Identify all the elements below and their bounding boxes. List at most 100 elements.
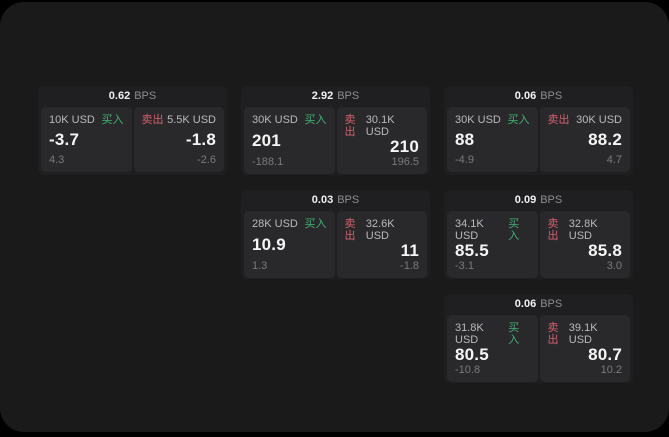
sell-delta: 10.2 [600,364,622,376]
quote-grid: 0.62 BPS 10K USD 买入 -3.7 4.3 卖出 5.5K USD… [38,86,633,383]
buy-tag: 买入 [304,218,327,230]
buy-price: 85.5 [455,241,489,260]
sell-panel[interactable]: 卖出 30K USD 88.2 4.7 [539,107,630,172]
sell-tag: 卖出 [547,114,570,126]
sell-price: 210 [390,137,419,156]
sell-delta: -2.6 [197,154,216,166]
sell-price: 11 [400,241,419,260]
buy-tag: 买入 [507,114,530,126]
sell-amount: 39.1K USD [568,322,598,346]
sell-price: -1.8 [185,130,216,149]
buy-price: 201 [252,131,281,150]
quote-card: 0.62 BPS 10K USD 买入 -3.7 4.3 卖出 5.5K USD… [38,86,227,175]
buy-delta: -10.8 [455,364,481,376]
buy-panel-top: 30K USD 买入 [252,114,327,126]
quote-card-body: 30K USD 买入 201 -188.1 卖出 30.1K USD 210 1… [241,107,430,177]
sell-tag: 卖出 [344,218,356,242]
buy-price: 80.5 [455,345,489,364]
buy-tag: 买入 [304,114,327,126]
sell-tag: 卖出 [141,114,164,126]
buy-panel[interactable]: 30K USD 买入 88 -4.9 [447,107,538,172]
sell-delta: 196.5 [391,156,419,168]
buy-price: -3.7 [49,130,80,149]
quote-card: 0.03 BPS 28K USD 买入 10.9 1.3 卖出 32.6K US… [241,190,430,279]
sell-panel-top: 卖出 32.6K USD [345,218,420,242]
bps-header: 0.03 BPS [241,190,430,211]
bps-value: 0.03 [311,194,334,206]
sell-tag: 卖出 [547,218,559,242]
quote-card-body: 10K USD 买入 -3.7 4.3 卖出 5.5K USD -1.8 -2.… [38,107,227,175]
quote-card-body: 34.1K USD 买入 85.5 -3.1 卖出 32.8K USD 85.8… [444,211,633,281]
sell-tag: 卖出 [547,322,559,346]
sell-amount: 30.1K USD [365,114,395,138]
buy-panel-top: 10K USD 买入 [49,114,124,126]
sell-price: 88.2 [588,130,622,149]
buy-amount: 31.8K USD [455,322,484,346]
quote-card: 2.92 BPS 30K USD 买入 201 -188.1 卖出 30.1K … [241,86,430,175]
sell-panel-top: 卖出 30K USD [548,114,623,126]
bps-header: 0.62 BPS [38,86,227,107]
buy-delta: 4.3 [49,154,65,166]
buy-tag: 买入 [508,322,520,346]
sell-panel-top: 卖出 32.8K USD [548,218,623,242]
quote-card-body: 30K USD 买入 88 -4.9 卖出 30K USD 88.2 4.7 [444,107,633,175]
buy-delta: -188.1 [252,156,284,168]
bps-value: 0.62 [108,90,131,102]
sell-price: 80.7 [588,345,622,364]
buy-price: 10.9 [252,235,286,254]
buy-panel-top: 31.8K USD 买入 [455,322,530,346]
buy-price: 88 [455,130,475,149]
buy-panel-top: 28K USD 买入 [252,218,327,230]
buy-panel[interactable]: 31.8K USD 买入 80.5 -10.8 [447,315,538,382]
sell-delta: -1.8 [400,260,419,272]
buy-delta: -4.9 [455,154,474,166]
sell-amount: 30K USD [576,114,622,126]
buy-delta: -3.1 [455,260,474,272]
buy-panel[interactable]: 28K USD 买入 10.9 1.3 [244,211,335,278]
buy-tag: 买入 [101,114,124,126]
buy-amount: 30K USD [455,114,501,126]
buy-amount: 34.1K USD [455,218,484,242]
bps-unit-label: BPS [337,194,360,206]
bps-header: 0.09 BPS [444,190,633,211]
bps-unit-label: BPS [134,90,157,102]
bps-header: 2.92 BPS [241,86,430,107]
buy-tag: 买入 [508,218,520,242]
sell-tag: 卖出 [344,114,356,138]
sell-price: 85.8 [588,241,622,260]
buy-panel-top: 30K USD 买入 [455,114,530,126]
quote-card-body: 28K USD 买入 10.9 1.3 卖出 32.6K USD 11 -1.8 [241,211,430,281]
sell-delta: 4.7 [606,154,622,166]
quote-card: 0.09 BPS 34.1K USD 买入 85.5 -3.1 卖出 32.8K… [444,190,633,279]
sell-panel[interactable]: 卖出 39.1K USD 80.7 10.2 [539,315,630,382]
sell-panel-top: 卖出 39.1K USD [548,322,623,346]
sell-amount: 32.6K USD [365,218,395,242]
bps-value: 0.06 [514,298,537,310]
bps-value: 0.09 [514,194,537,206]
sell-panel-top: 卖出 30.1K USD [345,114,420,138]
sell-panel-top: 卖出 5.5K USD [142,114,217,126]
buy-amount: 30K USD [252,114,298,126]
buy-panel[interactable]: 10K USD 买入 -3.7 4.3 [41,107,132,172]
sell-amount: 5.5K USD [167,114,216,126]
buy-panel[interactable]: 34.1K USD 买入 85.5 -3.1 [447,211,538,278]
bps-unit-label: BPS [337,90,360,102]
buy-panel[interactable]: 30K USD 买入 201 -188.1 [244,107,335,174]
bps-unit-label: BPS [540,90,563,102]
bps-header: 0.06 BPS [444,86,633,107]
quote-card-body: 31.8K USD 买入 80.5 -10.8 卖出 39.1K USD 80.… [444,315,633,385]
buy-amount: 10K USD [49,114,95,126]
sell-panel[interactable]: 卖出 5.5K USD -1.8 -2.6 [133,107,224,172]
bps-value: 2.92 [311,90,334,102]
bps-unit-label: BPS [540,298,563,310]
bps-header: 0.06 BPS [444,294,633,315]
quote-card: 0.06 BPS 31.8K USD 买入 80.5 -10.8 卖出 39.1… [444,294,633,383]
sell-delta: 3.0 [606,260,622,272]
sell-panel[interactable]: 卖出 32.8K USD 85.8 3.0 [539,211,630,278]
buy-delta: 1.3 [252,260,268,272]
buy-amount: 28K USD [252,218,298,230]
sell-panel[interactable]: 卖出 32.6K USD 11 -1.8 [336,211,427,278]
bps-value: 0.06 [514,90,537,102]
sell-panel[interactable]: 卖出 30.1K USD 210 196.5 [336,107,427,174]
